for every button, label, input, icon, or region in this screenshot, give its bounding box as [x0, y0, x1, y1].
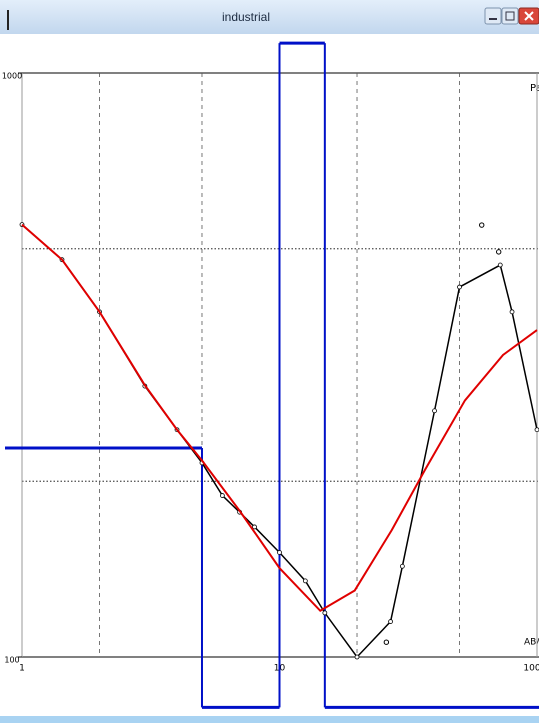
- series-marker: [534, 427, 539, 433]
- x-axis-label: AB/2: [524, 638, 539, 648]
- field-point: [479, 222, 485, 228]
- series-marker: [509, 309, 515, 315]
- status-strip: [0, 716, 539, 723]
- series-line: [21, 223, 538, 613]
- series-marker: [399, 563, 405, 569]
- window-title: industrial: [222, 10, 270, 24]
- y-axis-label: Pa: [530, 83, 539, 94]
- x-tick-label: 100: [523, 664, 539, 674]
- y-tick-label: 1000: [2, 72, 22, 81]
- series-marker: [457, 284, 462, 290]
- title-bar: [0, 0, 539, 34]
- y-tick-label: 100: [4, 656, 19, 665]
- maximize-button[interactable]: [501, 7, 519, 25]
- x-tick-label: 1: [19, 664, 25, 674]
- field-point: [495, 249, 502, 255]
- series-marker: [322, 610, 328, 616]
- series-marker: [388, 619, 393, 624]
- field-point: [383, 639, 390, 645]
- series-marker: [432, 408, 437, 414]
- close-icon: [524, 11, 534, 21]
- series-marker: [354, 654, 360, 660]
- series-marker: [302, 578, 308, 584]
- series-marker: [497, 262, 503, 268]
- maximize-icon: [505, 11, 515, 21]
- series-marker: [219, 493, 225, 498]
- series-marker: [252, 524, 257, 530]
- minimize-button[interactable]: [484, 7, 502, 25]
- series-marker: [277, 550, 282, 555]
